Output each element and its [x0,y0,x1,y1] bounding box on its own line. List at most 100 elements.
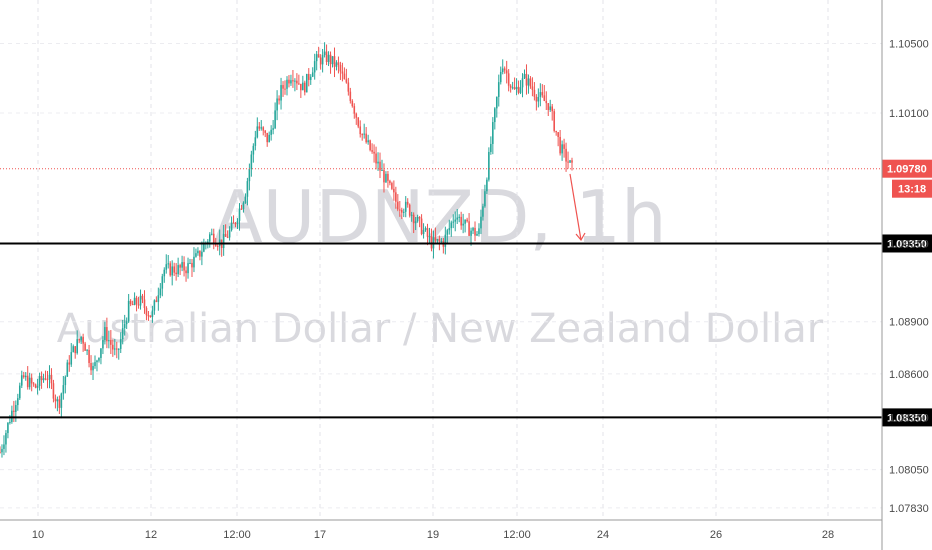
candle-body [505,70,508,74]
candle-body [60,393,63,408]
candle-body [127,300,130,322]
candle-body [123,324,126,329]
level-price-tag [882,234,932,253]
candle-body [165,264,168,270]
candle-body [240,208,243,210]
candle-body [248,168,251,182]
candle-body [201,251,203,257]
candle-body [517,86,520,93]
candle-body [133,297,136,305]
candle-body [438,239,441,242]
candle-body [563,144,565,149]
candle-body [385,173,387,183]
candle-body [30,377,33,384]
candle-body [391,183,393,189]
candle-body [309,76,312,80]
candle-body [523,73,526,79]
candle-body [278,98,280,101]
candle-body [466,219,468,222]
candle-body [428,236,431,238]
candle-body [214,244,217,246]
candle-body [535,96,538,102]
candle-body [189,262,191,264]
candle-body [185,270,187,274]
candle-body [112,344,114,350]
candle-body [270,129,272,135]
candle-body [302,82,304,91]
candle-body [68,362,71,365]
candle-body [86,349,88,351]
y-tick-label: 1.10100 [889,108,929,120]
candle-body [458,216,460,218]
candle-body [381,170,383,172]
candle-body [537,96,540,102]
candle-body [250,154,253,169]
candle-body [48,374,51,380]
candle-body [357,117,360,127]
candle-body [480,216,482,229]
candle-body [490,143,492,152]
candle-body [418,216,421,219]
candle-body [452,221,455,223]
candle-body [484,191,486,207]
candle-body [345,79,348,83]
candle-body [125,321,128,325]
candle-body [290,80,292,84]
candle-body [18,385,21,399]
candle-body [571,160,573,163]
candle-body [296,80,298,84]
candle-body [389,180,391,184]
candle-body [104,327,106,341]
candle-body [80,336,82,341]
candle-body [222,233,225,249]
candle-body [98,357,100,361]
candle-body [527,78,530,86]
candle-body [307,73,310,80]
candle-body [62,385,65,394]
candle-body [50,374,53,384]
candle-body [531,86,534,90]
candle-body [56,399,59,402]
candle-body [561,144,563,154]
candle-body [242,202,245,210]
candle-body [488,151,490,180]
candle-body [545,100,548,104]
candle-body [333,56,336,67]
candle-body [258,126,261,129]
candle-body [519,87,522,93]
x-tick-label: 26 [710,529,722,541]
candle-body [169,263,172,276]
candle-body [286,79,288,89]
candle-body [143,299,146,308]
candle-body [422,229,425,235]
candle-body [1,448,3,453]
candle-body [311,72,314,77]
candle-body [119,339,122,349]
chart-watermark-description: Australian Dollar / New Zealand Dollar [57,306,824,352]
projection-arrow[interactable] [569,173,582,241]
candle-body [410,214,413,216]
candle-body [321,55,324,65]
candle-body [0,452,1,454]
candle-body [284,88,286,90]
candle-body [159,288,162,296]
candle-body [175,272,177,275]
candle-body [129,300,132,305]
candle-body [387,173,389,181]
candle-body [434,237,437,241]
candle-body [252,145,255,155]
candle-body [375,153,377,164]
candle-body [72,346,75,353]
candle-body [347,82,350,92]
candle-body [555,130,557,133]
candle-body [569,160,571,163]
candle-body [462,223,464,226]
y-tick-label: 1.08350 [889,412,929,424]
candle-body [70,352,73,365]
candle-body [319,57,322,65]
candle-body [472,227,474,231]
candle-body [74,346,77,354]
candle-body [66,362,69,377]
